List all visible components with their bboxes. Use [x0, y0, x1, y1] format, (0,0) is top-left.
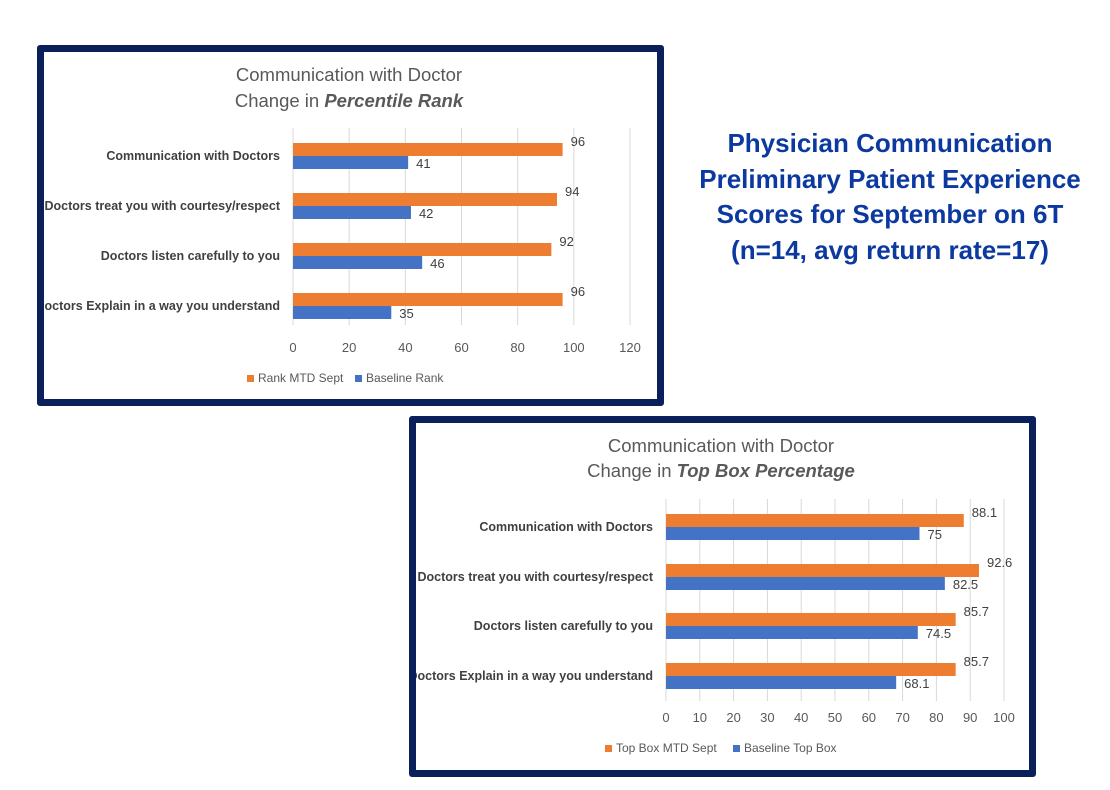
slide-title-line: Physician Communication [727, 128, 1053, 158]
bar-baseline [293, 156, 409, 169]
data-label: 41 [416, 156, 430, 171]
data-label: 94 [565, 184, 579, 199]
data-label: 85.7 [964, 604, 989, 619]
x-tick-label: 120 [619, 340, 641, 355]
bar-baseline [666, 577, 945, 590]
bar-baseline [666, 527, 920, 540]
data-label: 68.1 [904, 676, 929, 691]
slide-title-line: Scores for September on 6T [716, 199, 1064, 229]
x-tick-label: 80 [929, 710, 943, 725]
x-tick-label: 60 [454, 340, 468, 355]
data-label: 92.6 [987, 555, 1012, 570]
chart-svg: Communication with Doctor Change in Perce… [44, 64, 641, 385]
legend-label: Top Box MTD Sept [616, 741, 717, 755]
legend-swatch [733, 745, 740, 752]
category-label: Doctors listen carefully to you [101, 249, 280, 263]
data-label: 42 [419, 206, 433, 221]
x-tick-label: 30 [760, 710, 774, 725]
x-tick-label: 90 [963, 710, 977, 725]
bar-current [666, 663, 956, 676]
data-label: 82.5 [953, 577, 978, 592]
data-label: 92 [559, 234, 573, 249]
chart-subtitle-emphasis: Top Box Percentage [677, 460, 855, 481]
data-label: 74.5 [926, 626, 951, 641]
category-label: Doctors treat you with courtesy/respect [45, 199, 281, 213]
data-label: 75 [928, 527, 942, 542]
category-label: Doctors listen carefully to you [474, 619, 653, 633]
x-tick-label: 60 [862, 710, 876, 725]
category-label: Doctors Explain in a way you understand [44, 299, 280, 313]
percentile-rank-chart: Communication with Doctor Change in Perce… [37, 45, 664, 406]
x-tick-label: 70 [895, 710, 909, 725]
slide-title: Physician Communication Preliminary Pati… [690, 126, 1090, 268]
bar-current [666, 564, 979, 577]
x-tick-label: 0 [662, 710, 669, 725]
bar-baseline [293, 206, 411, 219]
chart-subtitle-emphasis: Percentile Rank [324, 90, 465, 111]
x-tick-label: 20 [726, 710, 740, 725]
bar-current [666, 514, 964, 527]
chart-title: Communication with Doctor [236, 64, 462, 85]
chart-title: Communication with Doctor [608, 435, 834, 456]
legend-swatch [355, 375, 362, 382]
bar-current [293, 143, 563, 156]
data-label: 46 [430, 256, 444, 271]
bar-baseline [666, 626, 918, 639]
category-label: Doctors Explain in a way you understand [416, 669, 653, 683]
bar-current [293, 243, 552, 256]
bar-current [293, 193, 557, 206]
chart-svg: Communication with Doctor Change in Top B… [416, 435, 1015, 755]
x-tick-label: 50 [828, 710, 842, 725]
x-tick-label: 100 [993, 710, 1015, 725]
x-tick-label: 40 [398, 340, 412, 355]
legend-swatch [605, 745, 612, 752]
bar-baseline [666, 676, 897, 689]
legend-swatch [247, 375, 254, 382]
data-label: 96 [571, 284, 585, 299]
slide-title-line: Preliminary Patient Experience [699, 163, 1081, 194]
top-box-percentage-chart: Communication with Doctor Change in Top B… [409, 416, 1036, 777]
x-tick-label: 0 [289, 340, 296, 355]
legend-label: Rank MTD Sept [258, 371, 344, 385]
x-tick-label: 20 [342, 340, 356, 355]
chart-subtitle-prefix: Change in [235, 90, 324, 111]
x-tick-label: 100 [563, 340, 585, 355]
chart-subtitle: Change in Top Box Percentage [587, 460, 855, 481]
data-label: 96 [571, 134, 585, 149]
bar-baseline [293, 306, 392, 319]
data-label: 35 [399, 306, 413, 321]
bar-baseline [293, 256, 423, 269]
slide-title-line: (n=14, avg return rate=17) [731, 234, 1049, 265]
bar-current [666, 613, 956, 626]
category-label: Communication with Doctors [106, 149, 280, 163]
legend-label: Baseline Rank [366, 371, 444, 385]
chart-subtitle-prefix: Change in [587, 460, 676, 481]
data-label: 85.7 [964, 654, 989, 669]
chart-subtitle: Change in Percentile Rank [235, 90, 465, 111]
legend-label: Baseline Top Box [744, 741, 837, 755]
data-label: 88.1 [972, 505, 997, 520]
x-tick-label: 40 [794, 710, 808, 725]
x-tick-label: 10 [693, 710, 707, 725]
x-tick-label: 80 [510, 340, 524, 355]
category-label: Communication with Doctors [479, 520, 653, 534]
bar-current [293, 293, 563, 306]
category-label: Doctors treat you with courtesy/respect [418, 570, 654, 584]
